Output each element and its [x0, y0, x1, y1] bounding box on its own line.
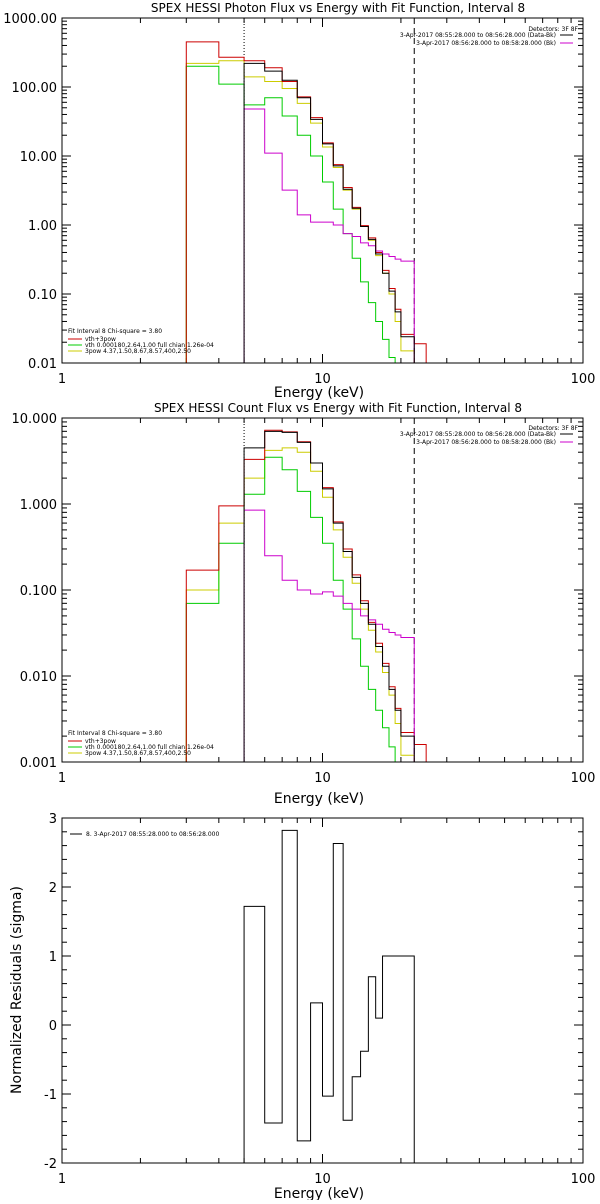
fit-legend-header: Fit Interval 8 Chi-square = 3.80	[68, 730, 162, 737]
series-line	[185, 60, 415, 363]
y-tick-label: -1	[44, 1088, 57, 1103]
x-tick-label: 1	[58, 1172, 66, 1187]
y-tick-label: 1.00	[28, 219, 57, 234]
x-axis-label: Energy (keV)	[274, 1186, 364, 1200]
x-axis-label: Energy (keV)	[274, 791, 364, 807]
x-tick-label: 100	[571, 372, 596, 387]
series-group	[185, 429, 427, 762]
y-axis-label: Normalized Residuals (sigma)	[9, 886, 25, 1094]
y-tick-label: -2	[44, 1157, 57, 1172]
x-tick-label: 10	[314, 372, 331, 387]
plot-frame	[61, 417, 584, 763]
y-tick-label: 0	[49, 1019, 57, 1034]
fit-legend-header: Fit Interval 8 Chi-square = 3.80	[68, 328, 162, 335]
y-ticks	[62, 817, 583, 1164]
series-line	[185, 456, 396, 762]
y-tick-label: 0.001	[20, 756, 57, 771]
y-tick-label: 1000.00	[3, 12, 57, 27]
series-line	[243, 430, 415, 762]
plot-frame	[61, 17, 584, 364]
x-tick-label: 1	[58, 771, 66, 786]
x-tick-label: 1	[58, 372, 66, 387]
plot-area-photon-flux: 1 10 100 0.01 0.10 1.00 10.00 100.00 1000.00	[3, 12, 595, 387]
y-tick-label: 100.00	[12, 81, 58, 96]
y-tick-label: 0.100	[20, 584, 57, 599]
series-line	[243, 829, 415, 1163]
legend-header: Detectors: 3F 8F	[528, 425, 578, 432]
series-line	[243, 509, 415, 762]
fit-legend-entry: vth 0.000180,2.64,1.00 full chian 1.26e-…	[85, 744, 214, 751]
y-tick-label: 1	[49, 950, 57, 965]
x-ticks	[61, 818, 584, 1163]
fit-legend-entry: vth 0.000180,2.64,1.00 full chian 1.26e-…	[85, 342, 214, 349]
fit-legend-entry: vth+3pow	[85, 336, 116, 343]
series-line	[185, 429, 427, 762]
x-axis-label: Energy (keV)	[274, 385, 364, 401]
plot-area-count-flux: 1 10 100 0.001 0.010 0.100 1.000 10.000	[12, 412, 596, 786]
series-group	[185, 41, 427, 363]
y-ticks	[62, 20, 583, 364]
fit-legend-entry: 3pow 4.37,1.50,8.67,8.57,400,2.50	[85, 348, 191, 355]
fit-legend-entry: 3pow 4.37,1.50,8.67,8.57,400,2.50	[85, 750, 191, 757]
panel-photon-flux: SPEX HESSI Photon Flux vs Energy with Fi…	[3, 1, 595, 401]
y-tick-label: 10.000	[12, 412, 58, 427]
panel-title: SPEX HESSI Photon Flux vs Energy with Fi…	[151, 1, 525, 15]
series-line	[185, 41, 427, 363]
y-tick-label: 2	[49, 881, 57, 896]
y-tick-label: 0.01	[28, 357, 57, 372]
y-tick-label: 0.10	[28, 288, 57, 303]
x-tick-label: 10	[314, 1172, 331, 1187]
y-tick-label: 3	[49, 812, 57, 827]
y-tick-label: 1.000	[20, 498, 57, 513]
legend-header: Detectors: 3F 8F	[528, 26, 578, 33]
series-line	[243, 62, 415, 363]
x-ticks	[61, 418, 584, 762]
panel-title: SPEX HESSI Count Flux vs Energy with Fit…	[154, 401, 522, 415]
y-ticks	[62, 421, 583, 763]
legend-entry: 3-Apr-2017 08:55:28.000 to 08:56:28.000 …	[400, 32, 556, 39]
x-ticks	[61, 18, 584, 363]
legend-entry: 3-Apr-2017 08:56:28.000 to 08:58:28.000 …	[416, 40, 556, 47]
y-tick-label: 10.00	[20, 150, 57, 165]
legend-entry: 3-Apr-2017 08:55:28.000 to 08:56:28.000 …	[400, 431, 556, 438]
x-tick-label: 100	[571, 771, 596, 786]
legend-entry: 3-Apr-2017 08:56:28.000 to 08:58:28.000 …	[416, 439, 556, 446]
panel-count-flux: SPEX HESSI Count Flux vs Energy with Fit…	[12, 401, 596, 807]
y-tick-label: 0.010	[20, 670, 57, 685]
series-line	[243, 108, 415, 363]
series-line	[185, 447, 415, 762]
legend-entry: 8. 3-Apr-2017 08:55:28.000 to 08:56:28.0…	[86, 831, 219, 838]
x-tick-label: 100	[571, 1172, 596, 1187]
x-tick-label: 10	[314, 771, 331, 786]
series-line	[185, 65, 396, 363]
panel-residuals: 1 10 100 -2 -1 0 1 2 3 Energy (keV) Normalized R…	[9, 812, 595, 1202]
series-group	[243, 829, 415, 1163]
plot-area-residuals: 1 10 100 -2 -1 0 1 2 3	[44, 812, 595, 1187]
fit-legend-entry: vth+3pow	[85, 738, 116, 745]
plot-frame	[61, 817, 584, 1164]
